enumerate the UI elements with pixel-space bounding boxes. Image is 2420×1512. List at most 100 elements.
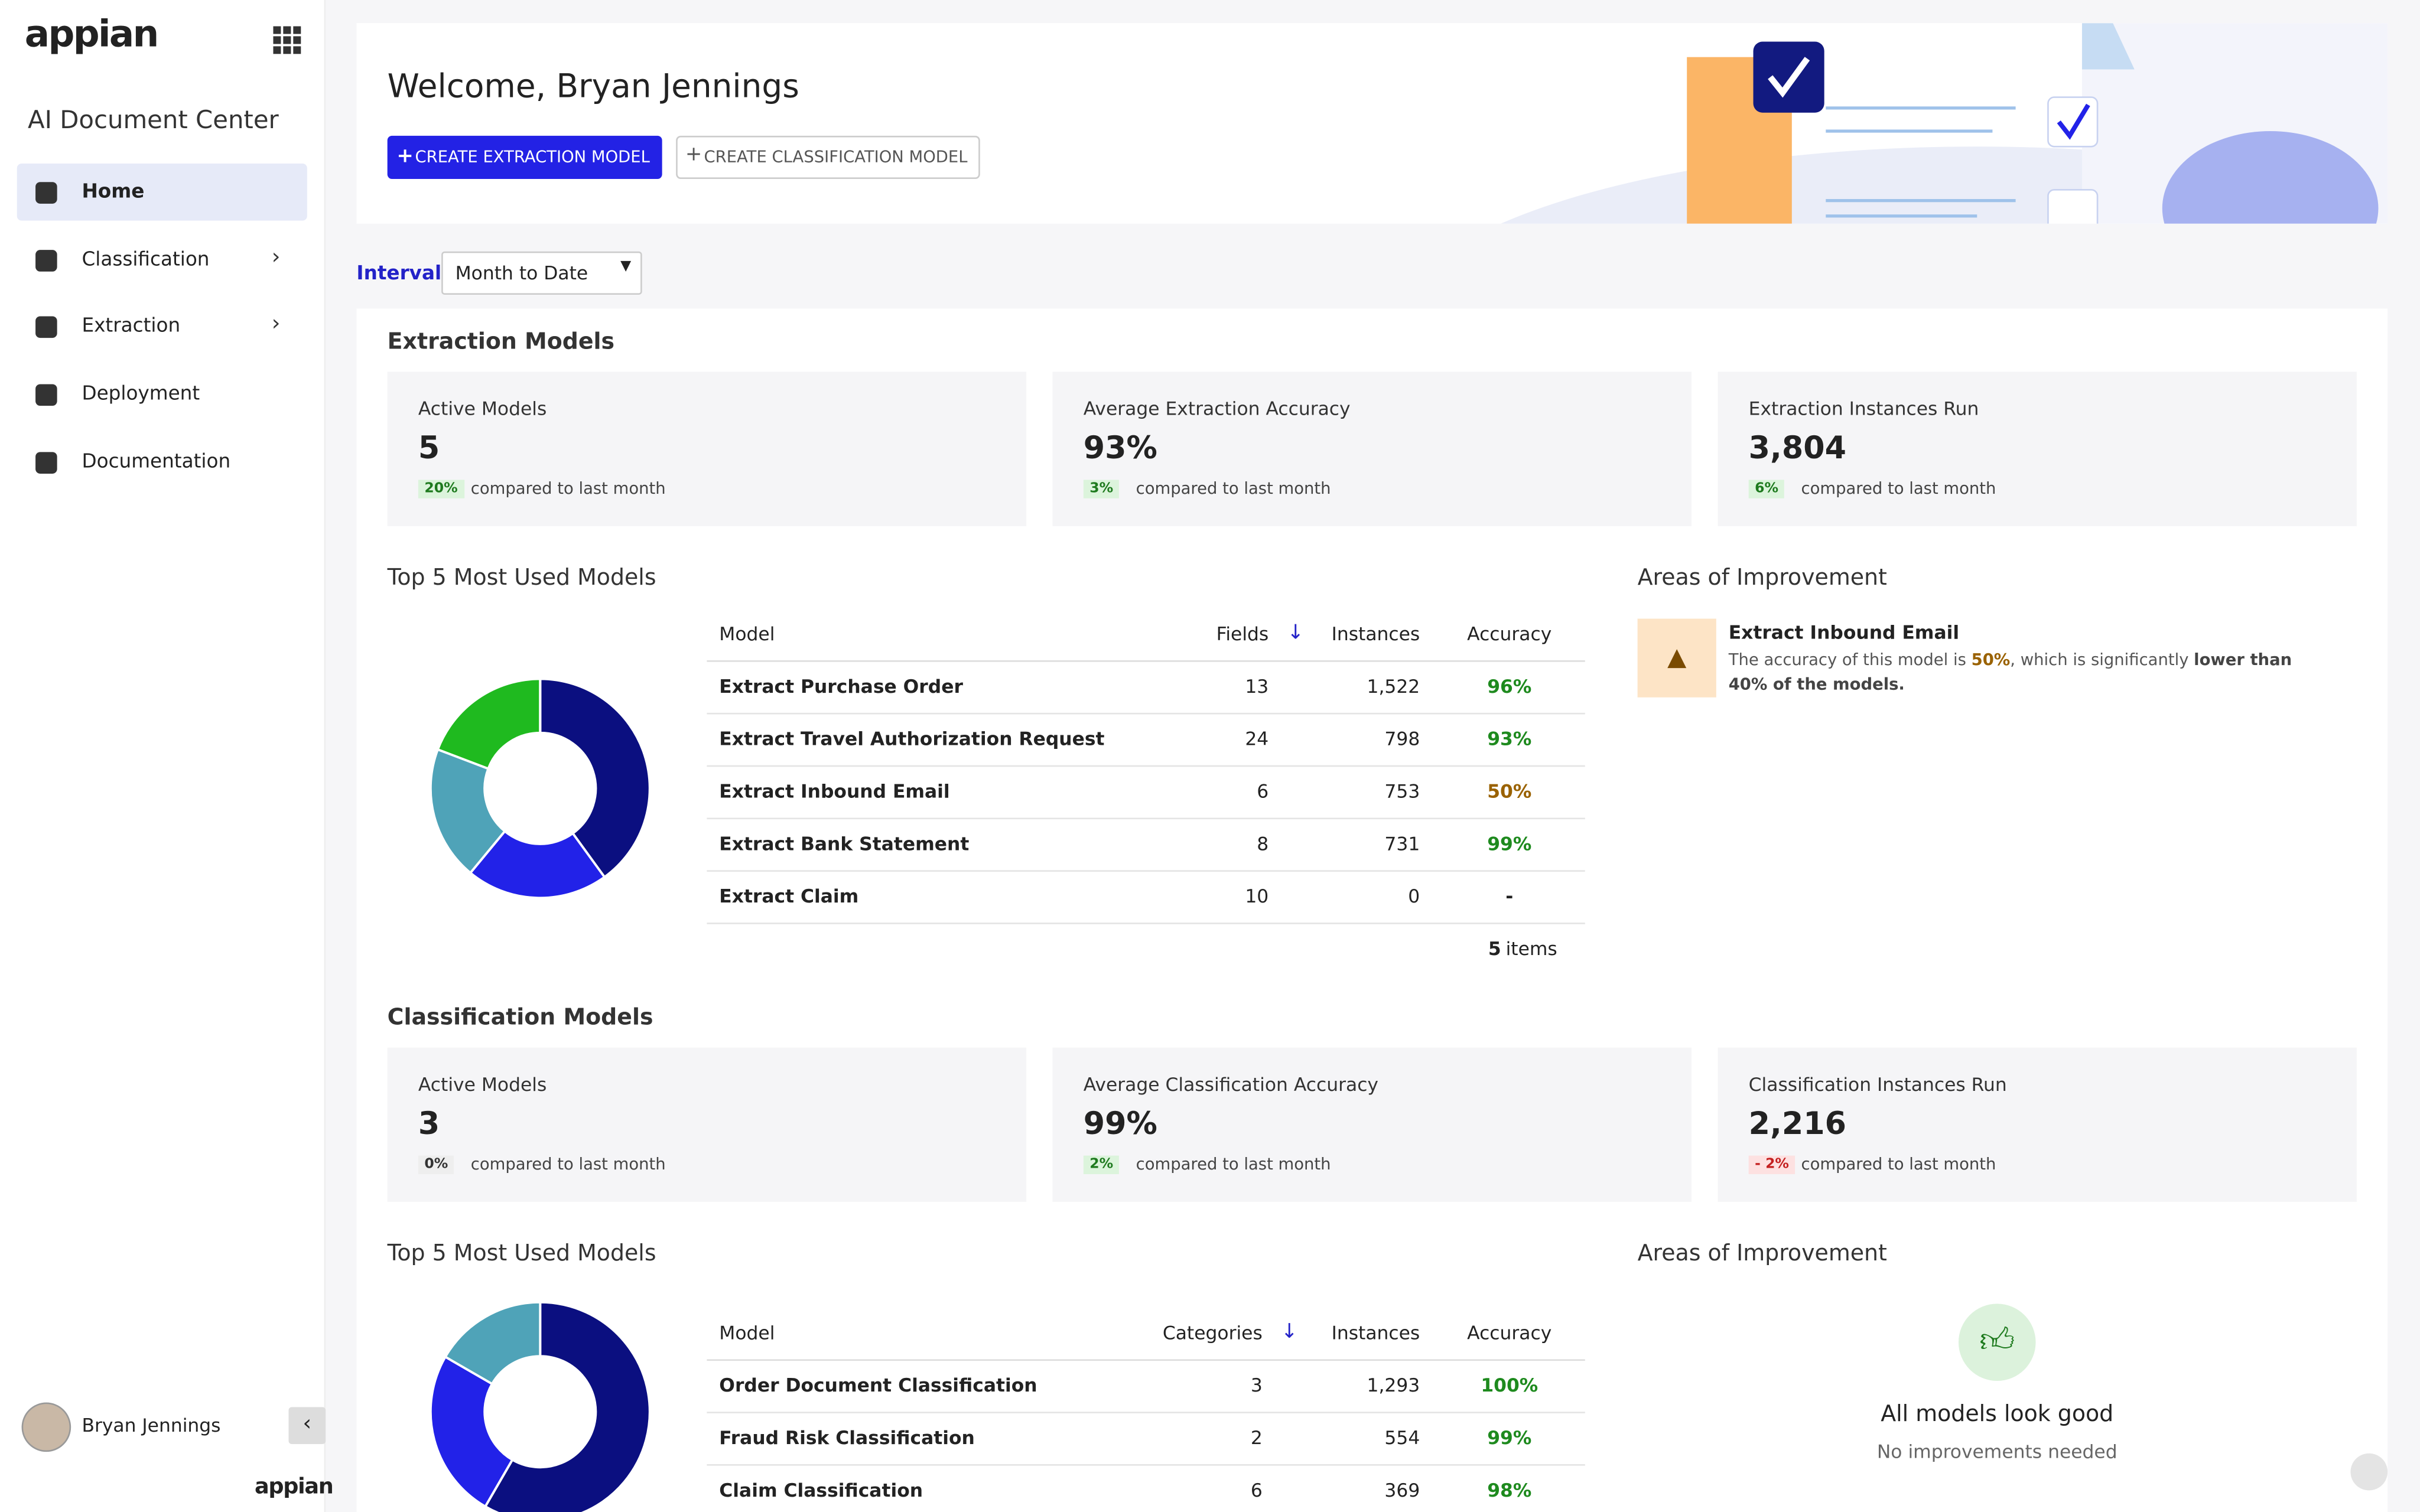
improvement-title: Areas of Improvement <box>1637 566 1887 591</box>
apps-icon[interactable] <box>273 26 301 54</box>
column-header: Instances <box>1331 623 1420 645</box>
accuracy-cell: 98% <box>1487 1480 1532 1501</box>
stat-value: 99% <box>1083 1104 1157 1142</box>
feedback-button[interactable] <box>2350 1453 2388 1491</box>
model-name[interactable]: Claim Classification <box>719 1480 923 1501</box>
stat-change: - 2% <box>1748 1155 1796 1174</box>
improvement-item-title: Extract Inbound Email <box>1728 621 1960 644</box>
donut-slice <box>436 677 542 770</box>
collapse-button[interactable]: ‹ <box>288 1407 326 1445</box>
table-row <box>707 713 1585 767</box>
stat-card <box>387 1047 1027 1202</box>
stat-label: Average Extraction Accuracy <box>1083 397 1351 420</box>
model-name[interactable]: Extract Inbound Email <box>719 780 950 803</box>
user-name: Bryan Jennings <box>82 1415 221 1436</box>
plus-icon: + <box>396 145 414 168</box>
create-classification-button[interactable]: CREATE CLASSIFICATION MODEL <box>676 135 980 180</box>
instances-cell: 1,293 <box>1367 1374 1420 1397</box>
good-sub: No improvements needed <box>1876 1441 2118 1463</box>
dropdown-caret: ▼ <box>620 259 632 275</box>
stat-note: compared to last month <box>470 480 666 498</box>
table-header <box>707 1319 1585 1361</box>
thumbs-up-icon: 👍︎ <box>1958 1304 2036 1381</box>
stat-change: 3% <box>1083 480 1120 498</box>
stat-note: compared to last month <box>1136 480 1331 498</box>
nav-chevron: › <box>271 245 281 270</box>
stat-note: compared to last month <box>1801 480 1996 498</box>
create-extraction-button[interactable]: CREATE EXTRACTION MODEL <box>387 135 662 180</box>
accuracy-cell: - <box>1505 885 1514 907</box>
nav-icon <box>35 451 57 474</box>
table-header <box>707 620 1585 662</box>
table-row <box>707 870 1585 924</box>
improvement-text-part: 50% <box>1971 651 2011 670</box>
column-header[interactable]: Fields <box>1216 623 1269 645</box>
stat-label: Average Classification Accuracy <box>1083 1074 1378 1096</box>
nav-chevron: › <box>271 312 281 337</box>
model-name[interactable]: Extract Purchase Order <box>719 676 963 698</box>
stat-card <box>387 372 1027 526</box>
nav-icon <box>35 182 57 204</box>
accuracy-cell: 99% <box>1487 1427 1532 1449</box>
improvement-text-part: , which is significantly <box>2010 651 2194 670</box>
top-title: Top 5 Most Used Models <box>387 566 656 591</box>
item-count-suffix: items <box>1505 938 1557 960</box>
nav-item[interactable]: Classification <box>82 246 210 270</box>
stat-note: compared to last month <box>1136 1155 1331 1174</box>
table-row <box>707 660 1585 715</box>
model-name[interactable]: Extract Travel Authorization Request <box>719 728 1105 750</box>
brand: appian <box>24 12 159 56</box>
instances-cell: 731 <box>1384 833 1420 855</box>
model-name[interactable]: Extract Bank Statement <box>719 833 970 855</box>
column-header: Accuracy <box>1467 623 1552 645</box>
accuracy-cell: 96% <box>1487 676 1532 698</box>
plus-icon: + <box>685 143 702 167</box>
stat-label: Active Models <box>418 397 547 420</box>
table-row <box>707 1412 1585 1466</box>
sort-arrow: ↓ <box>1287 621 1305 645</box>
stat-label: Active Models <box>418 1074 547 1096</box>
column-header[interactable]: Categories <box>1162 1322 1263 1344</box>
improvement-title: Areas of Improvement <box>1637 1241 1887 1267</box>
item-count: 5 items <box>1389 938 1557 960</box>
section-title: Classification Models <box>387 1006 653 1031</box>
stat-label: Classification Instances Run <box>1748 1074 2007 1096</box>
stat-card <box>1718 1047 2357 1202</box>
count-cell: 6 <box>1257 780 1269 803</box>
table-row <box>707 1359 1585 1413</box>
instances-cell: 798 <box>1384 728 1420 750</box>
accuracy-cell: 93% <box>1487 728 1532 750</box>
donut-slice <box>429 1355 514 1508</box>
count-cell: 13 <box>1245 676 1269 698</box>
app-title: AI Document Center <box>28 105 279 135</box>
column-header: Model <box>719 1322 775 1344</box>
nav-item[interactable]: Deployment <box>82 381 200 405</box>
stat-value: 3,804 <box>1748 429 1846 466</box>
donut-slice <box>539 677 651 879</box>
accuracy-cell: 100% <box>1481 1374 1538 1397</box>
interval-label: Interval <box>356 260 442 284</box>
accuracy-cell: 50% <box>1487 780 1532 803</box>
interval-select[interactable]: Month to Date <box>441 251 642 295</box>
model-name[interactable]: Extract Claim <box>719 885 859 907</box>
stat-value: 3 <box>418 1104 440 1142</box>
table-row <box>707 817 1585 872</box>
nav-item[interactable]: Extraction <box>82 314 181 337</box>
count-cell: 6 <box>1250 1480 1263 1501</box>
model-name[interactable]: Order Document Classification <box>719 1374 1037 1397</box>
sidebar <box>0 0 326 1512</box>
welcome: Welcome, Bryan Jennings <box>387 67 799 105</box>
nav-highlight <box>17 163 307 221</box>
stat-note: compared to last month <box>1801 1155 1996 1174</box>
stat-value: 2,216 <box>1748 1104 1846 1142</box>
nav-item[interactable]: Documentation <box>82 448 231 472</box>
nav-item[interactable]: Home <box>82 179 145 203</box>
nav-icon <box>35 384 57 406</box>
instances-cell: 753 <box>1384 780 1420 803</box>
stat-card <box>1052 1047 1692 1202</box>
model-name[interactable]: Fraud Risk Classification <box>719 1427 975 1449</box>
stat-label: Extraction Instances Run <box>1748 397 1979 420</box>
count-cell: 3 <box>1250 1374 1263 1397</box>
stat-card <box>1052 372 1692 526</box>
count-cell: 24 <box>1245 728 1269 750</box>
